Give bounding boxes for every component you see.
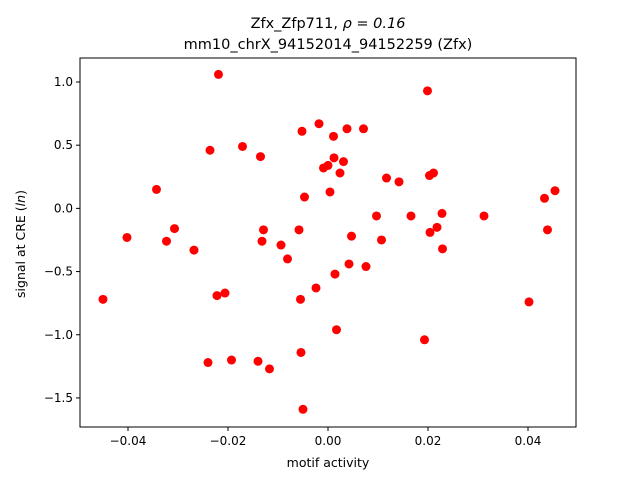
data-point <box>339 157 348 167</box>
data-point <box>325 187 335 197</box>
y-tick-label: 0.0 <box>54 201 73 215</box>
data-point <box>329 153 339 163</box>
data-point <box>406 211 416 221</box>
data-point <box>314 119 324 129</box>
data-point <box>423 86 432 96</box>
data-point <box>311 283 321 293</box>
data-point <box>256 152 265 162</box>
x-tick-label: 0.04 <box>515 434 542 448</box>
data-point <box>257 236 267 246</box>
data-point <box>347 231 356 241</box>
data-point <box>359 124 368 134</box>
data-point <box>438 244 447 254</box>
y-tick-label: −1.0 <box>44 328 73 342</box>
data-point <box>524 297 534 307</box>
data-point <box>382 173 391 183</box>
x-axis-label: motif activity <box>287 455 370 470</box>
data-point <box>227 355 236 365</box>
y-tick-label: −1.5 <box>44 391 73 405</box>
data-point <box>550 186 560 196</box>
data-point <box>98 294 108 304</box>
data-point <box>437 208 447 218</box>
data-point <box>205 145 215 155</box>
data-point <box>122 232 132 242</box>
data-point <box>238 141 247 151</box>
data-point <box>170 224 179 234</box>
axes-frame <box>79 57 577 428</box>
data-point <box>296 294 305 304</box>
data-point <box>220 288 230 298</box>
data-point <box>394 177 404 187</box>
data-point <box>203 358 213 368</box>
data-point <box>543 225 552 235</box>
data-point <box>298 404 308 414</box>
data-point <box>420 335 429 345</box>
data-point <box>297 126 307 136</box>
data-point <box>283 254 292 264</box>
data-point <box>432 222 442 232</box>
data-point <box>294 225 304 235</box>
data-point <box>425 227 435 237</box>
data-point <box>296 347 306 357</box>
y-axis-label: signal at CRE (ln) <box>13 190 28 298</box>
data-point <box>152 184 161 194</box>
data-point <box>259 225 268 235</box>
data-point <box>377 235 386 245</box>
data-point <box>162 236 171 246</box>
data-point <box>335 168 345 178</box>
y-tick-label: −0.5 <box>44 265 73 279</box>
data-point <box>323 160 333 170</box>
chart-title-line2: mm10_chrX_94152014_94152259 (Zfx) <box>184 37 473 53</box>
data-point <box>344 259 354 269</box>
y-tick-label: 0.5 <box>54 138 73 152</box>
data-point <box>429 168 438 178</box>
chart-title-line1: Zfx_Zfp711, ρ = 0.16 <box>251 16 406 32</box>
data-point <box>330 269 340 279</box>
axis-ticks: −0.04 −0.02 0.00 0.02 0.04 −1.5 −1.0 −0.5 0.0 0.5… <box>44 75 542 448</box>
x-tick-label: 0.02 <box>415 434 442 448</box>
data-point <box>212 291 222 301</box>
data-point <box>372 211 381 221</box>
x-tick-label: −0.04 <box>110 434 147 448</box>
data-point <box>265 364 274 374</box>
data-points <box>98 69 560 414</box>
data-point <box>214 69 223 79</box>
data-point <box>332 325 341 335</box>
x-tick-label: −0.02 <box>210 434 247 448</box>
data-point <box>540 193 549 203</box>
data-point <box>189 245 199 255</box>
data-point <box>300 192 309 202</box>
x-tick-label: 0.00 <box>315 434 342 448</box>
data-point <box>253 356 263 366</box>
data-point <box>342 124 352 134</box>
data-point <box>361 262 371 272</box>
data-point <box>479 211 489 221</box>
y-tick-label: 1.0 <box>54 75 73 89</box>
data-point <box>329 131 338 141</box>
data-point <box>276 240 286 250</box>
